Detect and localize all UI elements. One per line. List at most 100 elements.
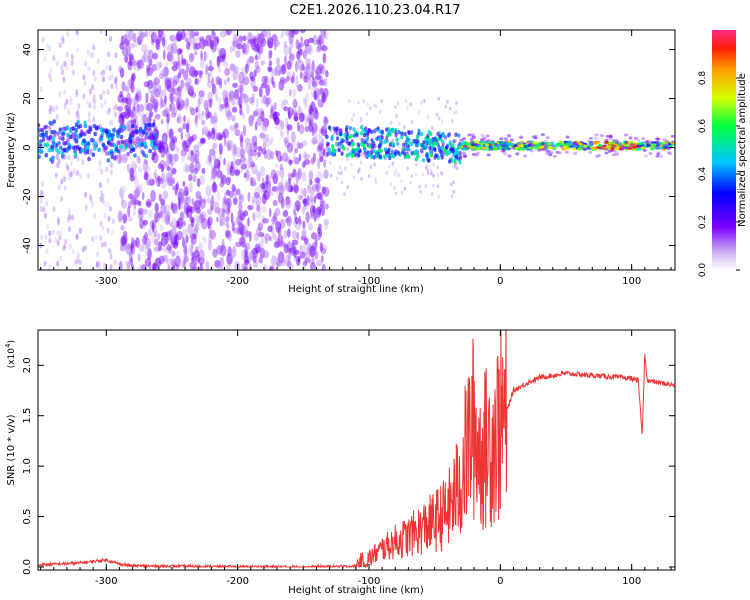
spectrogram-cell	[265, 96, 272, 105]
spectrogram-cell	[199, 266, 204, 270]
spectrogram-cell	[77, 134, 81, 139]
spectrogram-cell	[244, 242, 251, 251]
spectrogram-cell	[274, 101, 277, 111]
spectrogram-cell	[242, 35, 247, 42]
spectrogram-cell	[123, 34, 128, 40]
spectrogram-cell	[572, 147, 577, 151]
spectrogram-cell	[262, 250, 269, 259]
spectrogram-cell	[507, 154, 512, 158]
spectrogram-cell	[218, 142, 223, 155]
spectrogram-cell	[310, 157, 315, 165]
spectrogram-cell	[254, 54, 258, 61]
spectrogram-cell	[527, 143, 532, 147]
spectrogram-cell	[269, 235, 272, 242]
spectrogram-cell	[177, 113, 182, 124]
spectrogram-cell	[55, 104, 59, 111]
spectrogram-cell	[91, 138, 95, 143]
spectrogram-cell	[545, 136, 550, 140]
spectrogram-cell	[219, 215, 225, 227]
spectrogram-cell	[181, 228, 189, 237]
spectrogram-cell	[633, 136, 638, 140]
spectrogram-cell	[133, 118, 137, 126]
spectrogram-cell	[376, 126, 380, 131]
spectrogram-cell	[195, 106, 199, 113]
spectrogram-cell	[382, 154, 387, 160]
spectrogram-cell	[249, 142, 254, 153]
spectrogram-cell	[308, 258, 311, 264]
spectrogram-cell	[193, 214, 200, 226]
spectrogram-cell	[235, 49, 241, 58]
spectrogram-cell	[137, 184, 143, 194]
spectrogram-cell	[250, 177, 256, 187]
spectrogram-cell	[130, 132, 134, 137]
spectrogram-cell	[383, 156, 387, 161]
spectrogram-cell	[254, 121, 258, 131]
spectrogram-cell	[153, 132, 158, 138]
spectrogram-cell	[397, 151, 401, 156]
spectrogram-cell	[201, 110, 205, 116]
spectrogram-cell	[268, 207, 272, 218]
spectrogram-cell	[279, 166, 285, 179]
spectrogram-cell	[58, 235, 62, 242]
spectrogram-cell	[261, 75, 267, 85]
spectrogram-cell	[192, 175, 197, 183]
spectrogram-cell	[304, 97, 308, 109]
spectrogram-cell	[365, 112, 369, 117]
spectrogram-cell	[100, 241, 104, 248]
spectrogram-cell	[303, 197, 308, 207]
spectrogram-cell	[282, 78, 288, 85]
spectrogram-cell	[366, 153, 370, 158]
spectrogram-cell	[49, 105, 53, 112]
spectrogram-cell	[315, 184, 319, 195]
spectrogram-cell	[151, 63, 158, 72]
spectrogram-cell	[243, 210, 249, 217]
spectrogram-cell	[78, 227, 82, 234]
spectrogram-cell	[207, 232, 213, 244]
spectrogram-cell	[614, 139, 619, 143]
spectrogram-cell	[331, 152, 335, 157]
spectrogram-cell	[134, 144, 139, 149]
spectrogram-cell	[188, 66, 196, 77]
spectrogram-cell	[356, 142, 360, 147]
spectrogram-cell	[256, 205, 261, 212]
spectrogram-cell	[201, 167, 206, 174]
spectrogram-cell	[226, 252, 233, 265]
spectrogram-cell	[225, 263, 231, 270]
spectrogram-cell	[369, 165, 373, 170]
spectrogram-cell	[211, 115, 218, 124]
spectrogram-cell	[164, 95, 167, 105]
spectrogram-cell	[302, 229, 307, 239]
colorbar-tick-label: 0.8	[698, 71, 708, 86]
spectrogram-cell	[228, 91, 234, 100]
spectrogram-cell	[225, 30, 233, 36]
spectrogram-cell	[91, 152, 96, 157]
spectrogram-cell	[116, 140, 121, 146]
spectrogram-cell	[154, 168, 157, 178]
spectrogram-cell	[110, 154, 115, 160]
spectrogram-cell	[82, 93, 86, 100]
spectrogram-cell	[426, 114, 430, 119]
spectrogram-cell	[598, 146, 603, 150]
spectrogram-cell	[182, 122, 187, 130]
y-tick-label: 2.0	[22, 357, 33, 373]
spectrogram-cell	[270, 169, 277, 180]
spectrogram-cell	[184, 37, 189, 43]
spectrogram-cell	[276, 150, 282, 163]
spectrogram-cell	[541, 148, 546, 152]
spectrogram-cell	[454, 132, 458, 137]
spectrogram-cell	[312, 34, 318, 46]
spectrogram-cell	[160, 203, 167, 214]
spectrogram-cell	[356, 144, 359, 149]
spectrogram-cell	[347, 152, 351, 157]
spectrogram-cell	[258, 232, 265, 238]
spectrogram-cell	[141, 191, 145, 201]
spectrogram-cell	[493, 147, 498, 151]
spectrogram-cell	[67, 208, 71, 215]
spectrogram-cell	[565, 150, 570, 154]
spectrogram-cell	[552, 154, 557, 158]
spectrogram-cell	[298, 124, 305, 135]
spectrogram-cell	[372, 149, 376, 154]
spectrogram-cell	[339, 171, 343, 176]
spectrogram-cell	[655, 143, 661, 147]
